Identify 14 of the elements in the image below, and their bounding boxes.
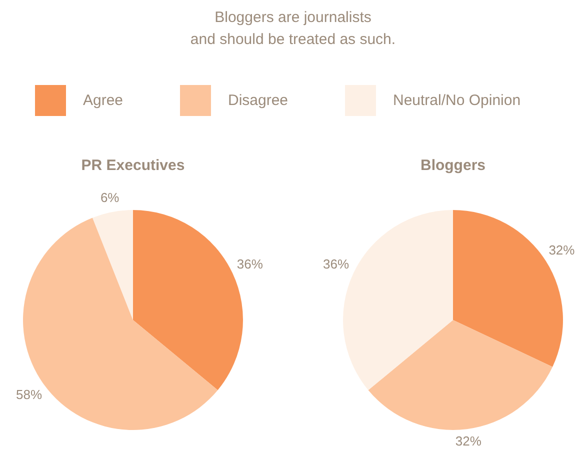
legend-label: Agree bbox=[83, 92, 124, 109]
chart-title: Bloggers bbox=[420, 156, 486, 174]
legend-label: Disagree bbox=[228, 92, 288, 109]
data-label: 32% bbox=[548, 242, 576, 258]
data-label: 36% bbox=[236, 256, 264, 272]
data-label: 6% bbox=[100, 190, 120, 206]
pie-slice bbox=[368, 320, 553, 430]
data-label: 58% bbox=[16, 386, 43, 402]
data-label: 32% bbox=[455, 433, 482, 448]
chart-title: Bloggers are journalists and should be treated as such. bbox=[190, 8, 396, 48]
data-label: 36% bbox=[323, 256, 350, 272]
pie-slice bbox=[92, 210, 133, 320]
text: PR Executives bbox=[81, 156, 185, 174]
legend-label: Neutral/No Opinion bbox=[393, 92, 521, 109]
